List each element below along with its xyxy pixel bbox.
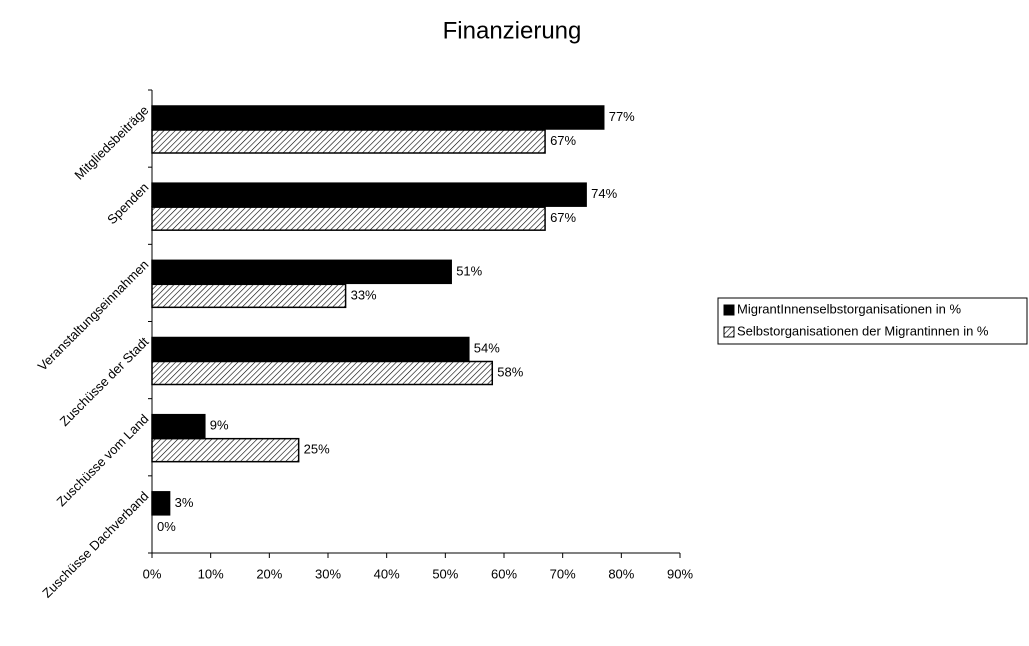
value-label: 58% (497, 364, 523, 379)
legend-box (717, 297, 1028, 345)
value-label: 67% (550, 133, 576, 148)
y-tick-label: Mitgliedsbeiträge (71, 103, 151, 183)
value-label: 0% (157, 519, 176, 534)
x-tick-label: 80% (608, 566, 634, 581)
bar (151, 336, 470, 362)
bar (151, 360, 494, 386)
bar (151, 413, 206, 439)
value-label: 33% (351, 287, 377, 302)
y-tick-label: Zuschüsse Dachverband (39, 488, 151, 600)
x-tick-label: 60% (491, 566, 517, 581)
value-label: 54% (474, 340, 500, 355)
bar (151, 129, 546, 154)
x-tick-label: 20% (256, 566, 282, 581)
x-tick-label: 10% (198, 566, 224, 581)
x-tick-label: 30% (315, 566, 341, 581)
bar (151, 259, 452, 285)
value-label: 74% (591, 186, 617, 201)
value-label: 25% (304, 442, 330, 457)
chart-title: Finanzierung (443, 17, 582, 44)
x-tick-label: 70% (550, 566, 576, 581)
value-label: 9% (210, 418, 229, 433)
value-label: 3% (175, 495, 194, 510)
bar (151, 206, 546, 231)
value-label: 67% (550, 210, 576, 225)
bar (151, 283, 347, 309)
value-label: 51% (456, 263, 482, 278)
legend-label: Selbstorganisationen der Migrantinnen in… (737, 323, 989, 338)
legend-label: MigrantInnenselbstorganisationen in % (737, 301, 961, 316)
bar (151, 491, 171, 516)
legend-swatch (723, 326, 735, 338)
bar (151, 105, 605, 130)
x-tick-label: 50% (432, 566, 458, 581)
legend-swatch (723, 304, 735, 316)
x-tick-label: 40% (374, 566, 400, 581)
bar (151, 182, 587, 207)
bar (151, 437, 300, 463)
y-tick-label: Spenden (104, 180, 151, 227)
x-tick-label: 90% (667, 566, 693, 581)
x-tick-label: 0% (143, 566, 162, 581)
value-label: 77% (609, 109, 635, 124)
